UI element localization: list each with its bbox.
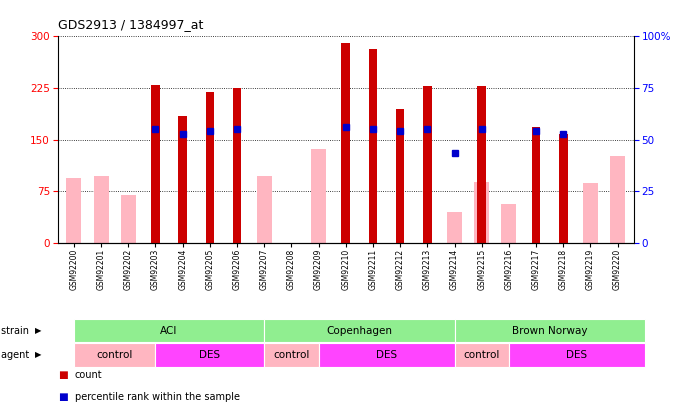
Bar xyxy=(396,109,405,243)
Bar xyxy=(342,43,350,243)
Text: Brown Norway: Brown Norway xyxy=(512,326,587,336)
Bar xyxy=(532,127,540,243)
Text: ▶: ▶ xyxy=(35,350,42,360)
Bar xyxy=(583,183,598,243)
Text: ■: ■ xyxy=(58,392,67,402)
Text: DES: DES xyxy=(566,350,587,360)
Bar xyxy=(205,92,214,243)
Bar xyxy=(66,178,81,243)
Bar xyxy=(121,195,136,243)
Text: control: control xyxy=(273,350,310,360)
Text: GDS2913 / 1384997_at: GDS2913 / 1384997_at xyxy=(58,18,203,31)
Bar xyxy=(178,116,187,243)
Text: control: control xyxy=(96,350,133,360)
Text: ▶: ▶ xyxy=(35,326,42,335)
Bar xyxy=(233,88,241,243)
Bar xyxy=(311,149,326,243)
Text: ACI: ACI xyxy=(161,326,178,336)
Bar xyxy=(502,204,517,243)
Text: count: count xyxy=(75,370,102,379)
Text: DES: DES xyxy=(199,350,220,360)
Bar xyxy=(257,176,272,243)
Text: DES: DES xyxy=(376,350,397,360)
Text: percentile rank within the sample: percentile rank within the sample xyxy=(75,392,239,402)
Text: Copenhagen: Copenhagen xyxy=(326,326,393,336)
Bar xyxy=(151,85,160,243)
Bar xyxy=(477,86,486,243)
Text: strain: strain xyxy=(1,326,33,336)
Bar xyxy=(474,182,489,243)
Bar xyxy=(610,156,625,243)
Text: control: control xyxy=(464,350,500,360)
Text: ■: ■ xyxy=(58,370,67,379)
Text: agent: agent xyxy=(1,350,33,360)
Bar xyxy=(423,86,432,243)
Bar xyxy=(559,134,567,243)
Bar xyxy=(94,176,108,243)
Bar xyxy=(369,49,378,243)
Bar xyxy=(447,212,462,243)
